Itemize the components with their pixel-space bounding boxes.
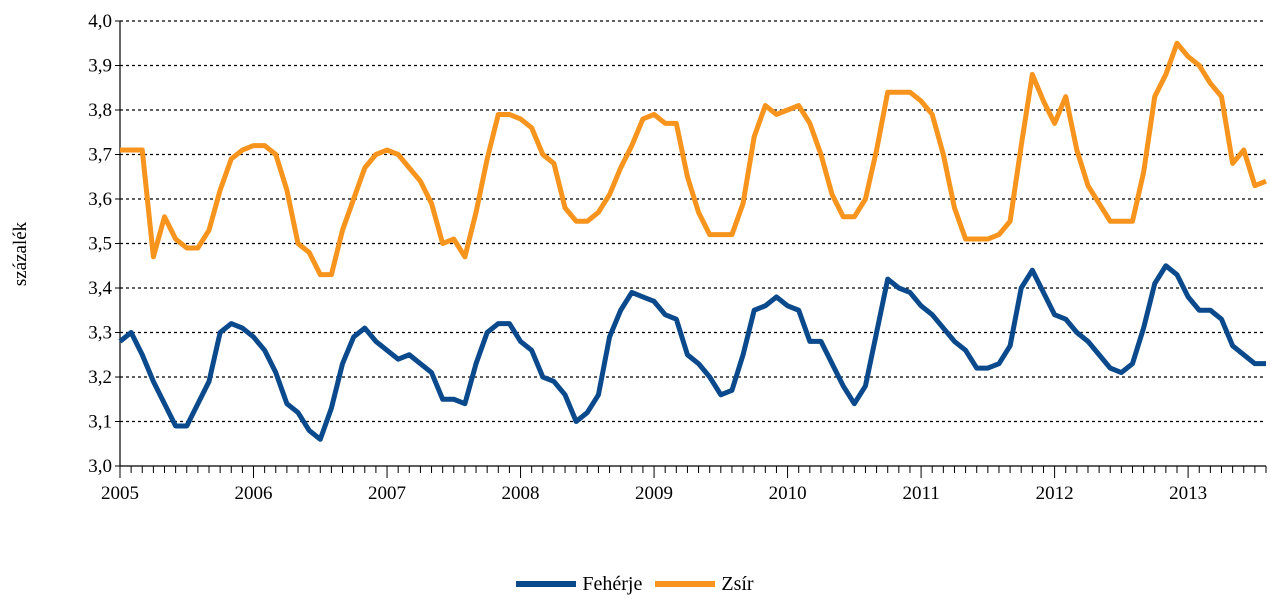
y-tick-label: 3,6 — [88, 189, 112, 210]
y-tick-label: 3,8 — [88, 100, 112, 121]
y-tick-label: 3,4 — [88, 278, 112, 299]
x-tick-label: 2011 — [902, 483, 939, 504]
legend-item-feherje: Fehérje — [516, 573, 642, 596]
x-tick-label: 2005 — [101, 483, 139, 504]
x-tick-label: 2009 — [635, 483, 673, 504]
y-axis-label: százalék — [10, 221, 31, 286]
y-tick-label: 3,0 — [88, 456, 112, 477]
legend-swatch-zsir — [655, 581, 716, 587]
gridlines — [120, 20, 1266, 423]
axes — [115, 20, 1267, 478]
legend-label-zsir: Zsír — [721, 572, 754, 595]
y-tick-label: 3,9 — [88, 56, 112, 77]
y-tick-label: 3,3 — [88, 323, 112, 344]
legend: Fehérje Zsír — [0, 570, 1270, 596]
y-tick-label: 3,7 — [88, 145, 112, 166]
tick-labels: 3,0 3,1 3,2 3,3 3,4 3,5 3,6 3,7 3,8 3,9 4,0 2005 200… — [88, 11, 1207, 504]
line-chart: 3,0 3,1 3,2 3,3 3,4 3,5 3,6 3,7 3,8 3,9 4,0 2005 200… — [10, 11, 1267, 504]
y-tick-label: 3,2 — [88, 367, 112, 388]
y-tick-label: 3,5 — [88, 234, 112, 255]
series-line-feherje — [118, 263, 1266, 442]
x-tick-label: 2006 — [235, 483, 273, 504]
series-line-zsir — [120, 40, 1267, 278]
y-tick-label: 3,1 — [88, 412, 112, 433]
x-tick-label: 2008 — [502, 483, 540, 504]
legend-label-feherje: Fehérje — [582, 572, 643, 595]
x-tick-label: 2013 — [1169, 483, 1207, 504]
x-tick-label: 2012 — [1036, 483, 1074, 504]
x-tick-label: 2010 — [769, 483, 807, 504]
y-tick-label: 4,0 — [88, 11, 112, 32]
legend-item-zsir: Zsír — [655, 572, 754, 596]
series-lines — [118, 40, 1267, 442]
x-tick-label: 2007 — [368, 483, 406, 504]
legend-swatch-feherje — [516, 581, 577, 587]
